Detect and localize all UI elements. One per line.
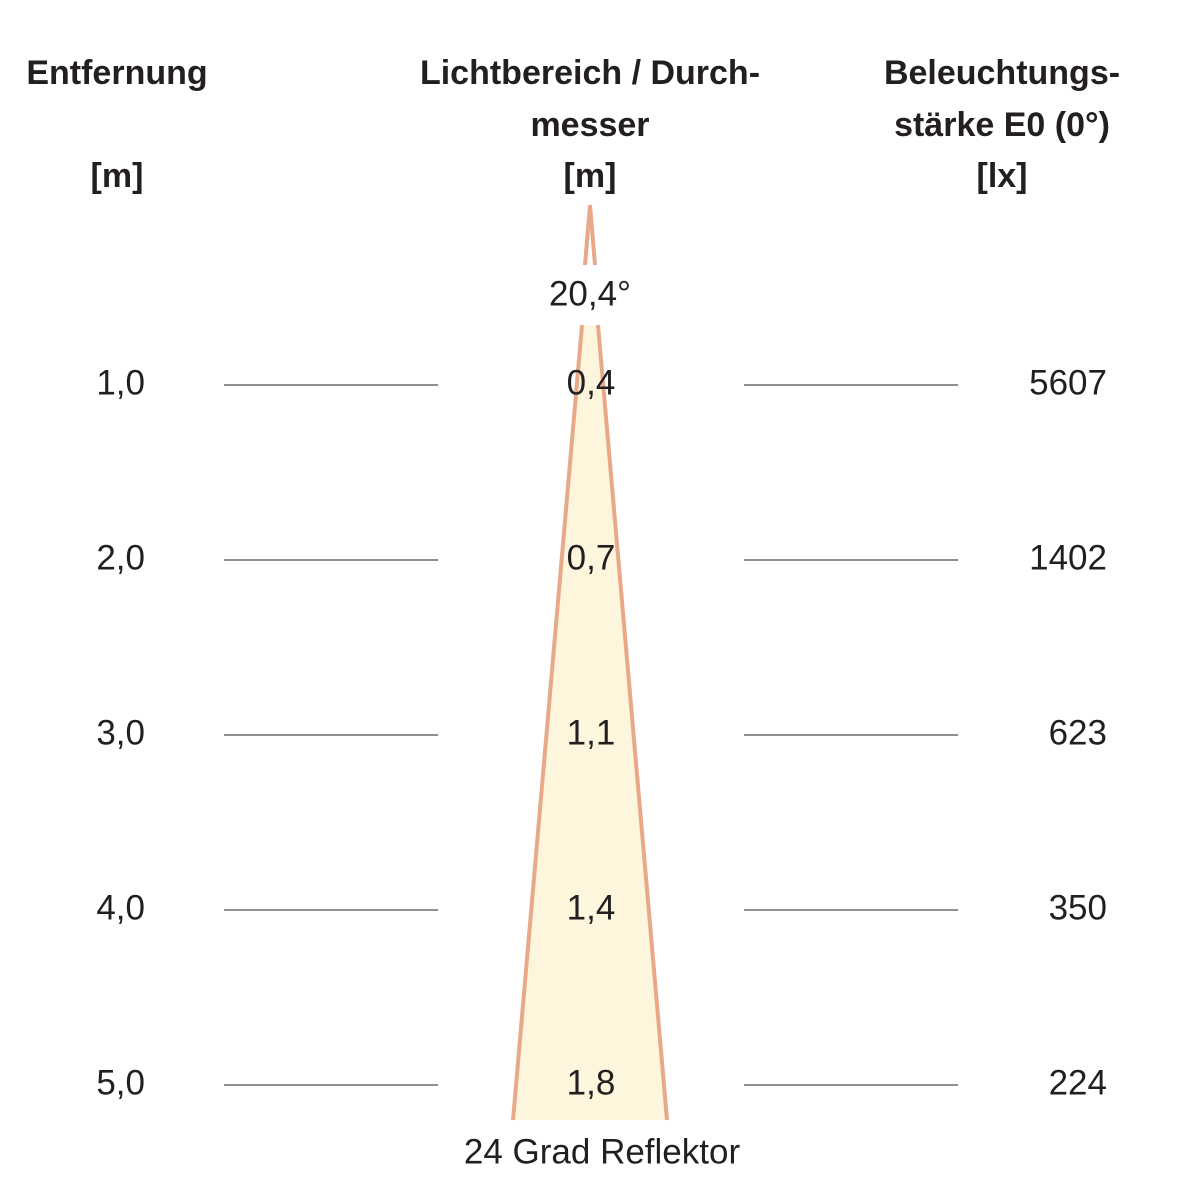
- header: [m]: [91, 157, 144, 195]
- diameter: 1,1: [567, 713, 616, 752]
- distance: 3,0: [96, 713, 145, 752]
- diameter: 1,8: [567, 1063, 616, 1102]
- distance: 5,0: [96, 1063, 145, 1102]
- illuminance: 1402: [1029, 538, 1107, 577]
- cone-edge: [596, 324, 669, 1121]
- distance: 1,0: [96, 363, 145, 402]
- distance: 4,0: [96, 888, 145, 927]
- footer: 24 Grad Reflektor: [464, 1132, 741, 1171]
- header: stärke E0 (0°): [894, 106, 1110, 144]
- header: Entfernung: [26, 54, 207, 92]
- diameter: 1,4: [567, 888, 616, 927]
- header: messer: [530, 106, 649, 144]
- light-cone-fill: [513, 325, 667, 1120]
- header: Lichtbereich / Durch-: [420, 54, 760, 92]
- header: [lx]: [977, 157, 1028, 195]
- header: [m]: [564, 157, 617, 195]
- cone-edge: [588, 204, 597, 266]
- illuminance: 350: [1049, 888, 1107, 927]
- illuminance: 5607: [1029, 363, 1107, 402]
- cone-edge: [511, 324, 584, 1121]
- beam-angle: 20,4°: [549, 274, 631, 313]
- illuminance: 224: [1049, 1063, 1107, 1102]
- illuminance: 623: [1049, 713, 1107, 752]
- header: Beleuchtungs-: [884, 54, 1120, 92]
- diameter: 0,4: [567, 363, 616, 402]
- diameter: 0,7: [567, 538, 616, 577]
- distance: 2,0: [96, 538, 145, 577]
